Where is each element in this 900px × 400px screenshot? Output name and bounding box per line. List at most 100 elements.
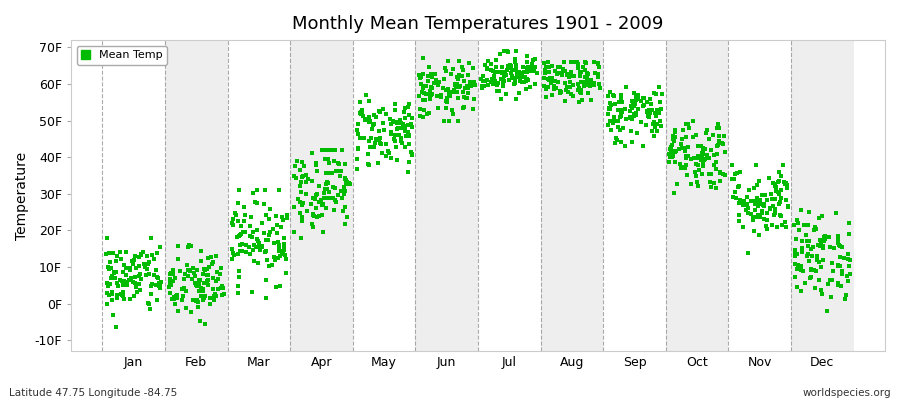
- Point: [200, 271, 214, 278]
- Point: [572, 81, 586, 88]
- Point: [614, 139, 628, 145]
- Point: [752, 201, 767, 207]
- Point: [800, 253, 814, 260]
- Point: [272, 187, 286, 193]
- Point: [775, 222, 789, 229]
- Point: [374, 139, 388, 146]
- Point: [164, 279, 178, 285]
- Point: [664, 142, 679, 149]
- Point: [774, 173, 788, 179]
- Point: [244, 214, 258, 220]
- Point: [305, 195, 320, 201]
- Point: [518, 69, 532, 75]
- Point: [771, 179, 786, 186]
- Point: [746, 217, 760, 223]
- Point: [520, 69, 535, 76]
- Point: [279, 270, 293, 276]
- Point: [795, 238, 809, 244]
- Point: [258, 276, 273, 283]
- Point: [519, 86, 534, 92]
- Point: [500, 48, 515, 54]
- Point: [572, 60, 586, 67]
- Point: [498, 48, 512, 54]
- Point: [758, 192, 772, 198]
- Point: [679, 153, 693, 159]
- Point: [603, 118, 617, 124]
- Point: [670, 181, 684, 188]
- Point: [802, 208, 816, 215]
- Point: [387, 136, 401, 142]
- Point: [626, 90, 641, 96]
- Point: [311, 183, 326, 189]
- Point: [491, 69, 506, 75]
- Point: [450, 89, 464, 95]
- Point: [760, 217, 774, 224]
- Point: [403, 149, 418, 156]
- Point: [424, 91, 438, 98]
- Point: [732, 182, 746, 189]
- Point: [487, 69, 501, 76]
- Point: [766, 203, 780, 209]
- Point: [696, 163, 710, 169]
- Point: [461, 90, 475, 96]
- Point: [526, 56, 541, 63]
- Point: [339, 181, 354, 187]
- Point: [450, 81, 464, 87]
- Point: [171, 256, 185, 262]
- Point: [230, 250, 245, 257]
- Point: [801, 243, 815, 249]
- Point: [119, 272, 133, 278]
- Point: [398, 128, 412, 134]
- Point: [616, 124, 630, 131]
- Point: [562, 84, 576, 90]
- Point: [587, 82, 601, 88]
- Point: [558, 98, 572, 104]
- Point: [732, 218, 746, 224]
- Point: [523, 83, 537, 90]
- Point: [354, 110, 368, 117]
- Point: [704, 147, 718, 154]
- Point: [228, 210, 242, 217]
- Point: [294, 202, 309, 208]
- Point: [418, 82, 433, 89]
- Point: [423, 92, 437, 98]
- Point: [708, 166, 723, 172]
- Point: [404, 115, 419, 121]
- Point: [301, 176, 315, 182]
- Point: [400, 128, 415, 135]
- Point: [630, 129, 644, 136]
- Point: [773, 194, 788, 201]
- Point: [388, 132, 402, 138]
- Point: [581, 77, 596, 83]
- Point: [175, 286, 189, 292]
- Point: [359, 92, 374, 98]
- Point: [112, 277, 127, 284]
- Point: [355, 107, 369, 114]
- Point: [122, 277, 136, 284]
- Point: [773, 198, 788, 205]
- Point: [736, 198, 751, 204]
- Point: [374, 141, 388, 148]
- Point: [198, 293, 212, 299]
- Point: [608, 135, 623, 142]
- Point: [418, 97, 432, 104]
- Point: [818, 232, 832, 239]
- Bar: [416, 40, 478, 351]
- Point: [448, 82, 463, 89]
- Point: [713, 170, 727, 177]
- Point: [193, 318, 207, 324]
- Point: [376, 126, 391, 133]
- Point: [108, 275, 122, 281]
- Point: [134, 252, 148, 258]
- Point: [319, 195, 333, 201]
- Point: [772, 178, 787, 185]
- Point: [181, 272, 195, 279]
- Point: [181, 267, 195, 274]
- Point: [379, 153, 393, 160]
- Point: [430, 105, 445, 111]
- Point: [793, 288, 807, 294]
- Point: [163, 271, 177, 278]
- Point: [749, 162, 763, 168]
- Point: [400, 169, 415, 175]
- Point: [277, 246, 292, 253]
